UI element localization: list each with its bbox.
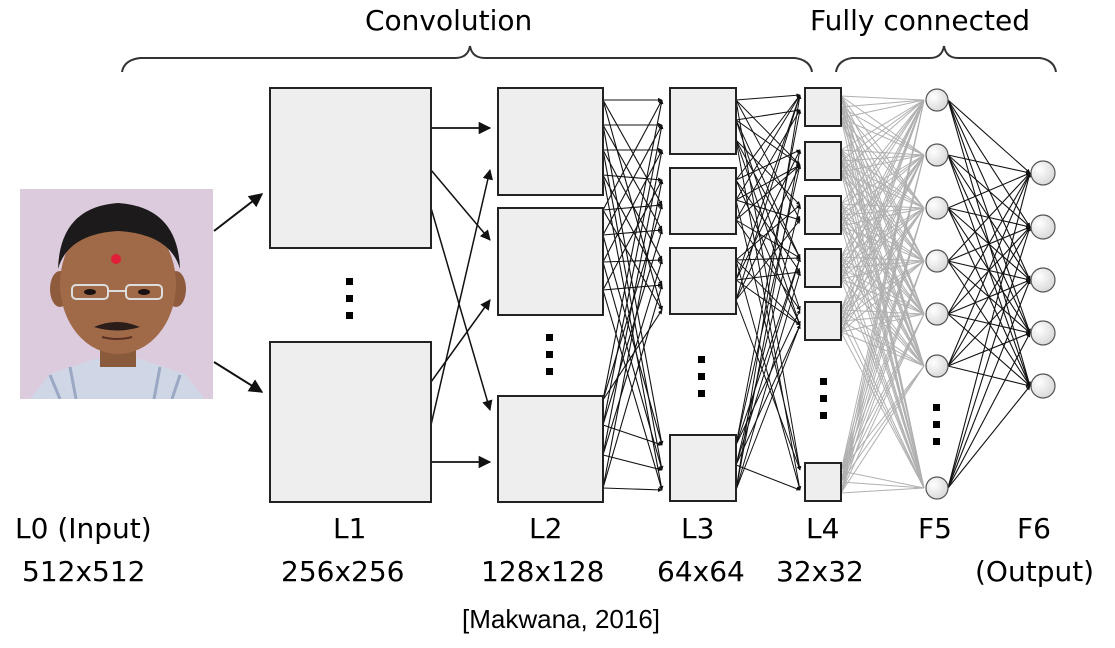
f6-neuron xyxy=(1030,267,1056,293)
l1-feature-map xyxy=(269,87,432,249)
input-face-photo xyxy=(20,189,213,399)
layer-name-l0: L0 (Input) xyxy=(15,512,152,545)
l3-feature-map xyxy=(669,247,737,315)
f5-neuron xyxy=(925,88,949,112)
f5-neuron xyxy=(925,143,949,167)
layer-name-f5: F5 xyxy=(918,512,952,545)
l4-feature-map xyxy=(804,141,842,181)
l1-feature-map xyxy=(269,341,432,503)
layer-name-f6: F6 xyxy=(1017,512,1051,545)
layer-size-l1: 256x256 xyxy=(281,555,405,588)
l2-feature-map xyxy=(497,395,604,503)
layer-size-l2: 128x128 xyxy=(481,555,605,588)
conv-connection-arrows xyxy=(430,93,802,493)
layer-name-l4: L4 xyxy=(806,512,840,545)
l3-feature-map xyxy=(669,167,737,235)
f5-neuron xyxy=(925,302,949,326)
layer-size-f6: (Output) xyxy=(975,555,1095,588)
l4-feature-map xyxy=(804,87,842,127)
f5-neuron xyxy=(925,476,949,500)
fc-connections-l4-f5 xyxy=(840,95,925,494)
convolution-brace xyxy=(121,45,813,73)
f5-neuron xyxy=(925,249,949,273)
layer-name-l3: L3 xyxy=(681,512,715,545)
layer-size-l0: 512x512 xyxy=(22,555,146,588)
layer-size-l3: 64x64 xyxy=(657,555,745,588)
l3-feature-map xyxy=(669,434,737,502)
l2-feature-map xyxy=(497,87,604,196)
layer-size-l4: 32x32 xyxy=(776,555,864,588)
f5-neuron xyxy=(925,196,949,220)
fc-connections-f5-f6 xyxy=(947,99,1032,489)
input-arrow xyxy=(213,193,264,232)
l4-feature-map xyxy=(804,248,842,288)
f6-neuron xyxy=(1030,160,1056,186)
input-arrow xyxy=(213,361,264,393)
f6-neuron xyxy=(1030,373,1056,399)
l4-feature-map xyxy=(804,195,842,235)
layer-name-l2: L2 xyxy=(529,512,563,545)
fully-connected-header: Fully connected xyxy=(810,4,1030,37)
l2-feature-map xyxy=(497,207,604,316)
citation-caption: [Makwana, 2016] xyxy=(462,604,661,634)
l4-feature-map xyxy=(804,462,842,502)
l4-feature-map xyxy=(804,301,842,341)
convolution-header: Convolution xyxy=(365,4,533,37)
layer-name-l1: L1 xyxy=(333,512,367,545)
l3-feature-map xyxy=(669,87,737,155)
f6-neuron xyxy=(1030,320,1056,346)
f6-neuron xyxy=(1030,214,1056,240)
fully-connected-brace xyxy=(835,45,1057,73)
f5-neuron xyxy=(925,354,949,378)
ellipsis-dots xyxy=(346,278,940,445)
